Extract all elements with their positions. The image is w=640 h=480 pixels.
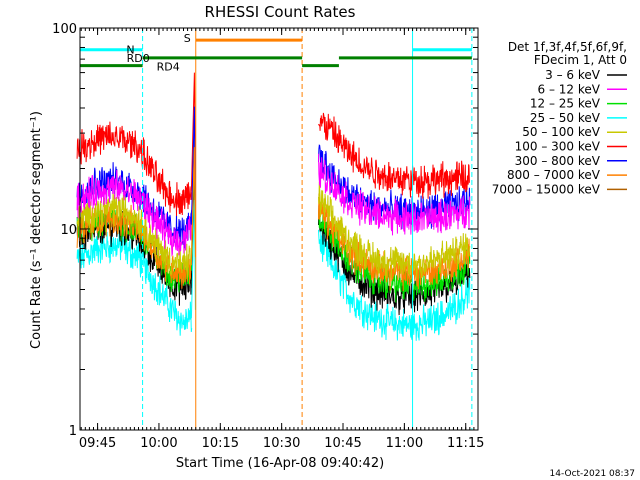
annotation-n: N (126, 44, 134, 57)
legend-entry-label: 6 – 12 keV (538, 82, 601, 96)
legend-entry-label: 12 – 25 keV (530, 97, 601, 111)
series-layer (76, 112, 471, 341)
legend-entry-label: 800 – 7000 keV (507, 168, 601, 182)
series-segment (76, 228, 193, 336)
series-segment (76, 121, 193, 217)
series-segment (318, 112, 471, 199)
series-segment (76, 191, 193, 278)
legend-header-line-1: Det 1f,3f,4f,5f,6f,9f, (508, 40, 627, 54)
legend-entry-label: 50 – 100 keV (522, 125, 601, 139)
annotation-layer: N S RD0 RD4 (126, 32, 190, 73)
plot-area (76, 28, 473, 430)
x-tick-label: 11:00 (386, 436, 423, 451)
y-tick-label: 1 (69, 424, 77, 439)
axis-layer: 09:45 10:00 10:15 10:30 10:45 11:00 11:15 1 10 10… (52, 22, 484, 451)
series-50-100-kevline (76, 181, 471, 280)
series-100-300-kevline (76, 112, 471, 217)
spike-mark (190, 147, 196, 266)
y-tick-label: 10 (60, 223, 77, 238)
legend: Det 1f,3f,4f,5f,6f,9f, FDecim 1, Att 0 3… (492, 40, 627, 196)
footer-timestamp: 14-Oct-2021 08:37 (550, 469, 635, 479)
legend-entry-label: 100 – 300 keV (515, 140, 601, 154)
x-axis-label: Start Time (16-Apr-08 09:40:42) (176, 456, 384, 471)
legend-entry-label: 25 – 50 keV (530, 111, 601, 125)
annotation-rd4: RD4 (157, 61, 180, 74)
x-tick-label: 11:15 (447, 436, 484, 451)
x-tick-label: 10:45 (324, 436, 361, 451)
series-25-50-kevline (76, 228, 471, 341)
legend-header-line-2: FDecim 1, Att 0 (534, 53, 627, 67)
annotation-rd0: RD0 (127, 52, 150, 65)
x-tick-label: 10:15 (202, 436, 239, 451)
series-segment (318, 153, 471, 236)
series-segment (76, 162, 193, 249)
chart-title: RHESSI Count Rates (205, 3, 356, 21)
series-segment (76, 169, 193, 257)
x-tick-label: 10:30 (263, 436, 300, 451)
series-segment (318, 228, 471, 341)
y-axis-label: Count Rate (s⁻¹ detector segment⁻¹) (29, 111, 44, 349)
x-tick-label: 10:00 (140, 436, 177, 451)
annotation-s: S (184, 32, 191, 45)
y-tick-label: 100 (52, 22, 77, 37)
x-tick-label: 09:45 (79, 436, 116, 451)
series-segment (318, 181, 471, 280)
spike-layer (190, 72, 196, 319)
series-6-12-kevline (76, 153, 471, 257)
legend-entry-label: 7000 – 15000 keV (492, 182, 601, 196)
legend-entry-label: 300 – 800 keV (515, 154, 601, 168)
flag-bar-layer (80, 38, 472, 68)
legend-entry-label: 3 – 6 keV (545, 68, 601, 82)
